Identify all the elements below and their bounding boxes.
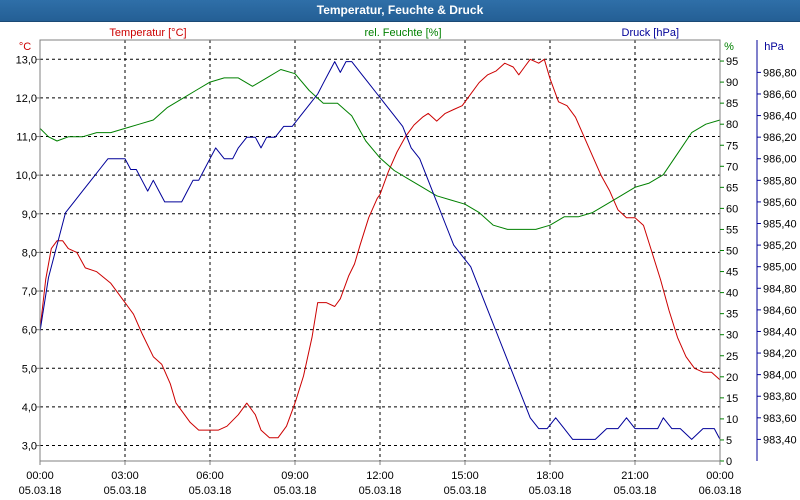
- humidity-tick-label: 30: [726, 330, 738, 342]
- pressure-tick-label: 985,60: [763, 197, 797, 209]
- temperature-tick-label: 3,0: [22, 441, 37, 453]
- humidity-unit: %: [724, 41, 734, 53]
- humidity-tick-label: 40: [726, 288, 738, 300]
- series-layer: [39, 58, 721, 440]
- temperature-tick-label: 10,0: [16, 170, 37, 182]
- pressure-axis: 983,40 983,60 983,80 984,00 984,20 984,40 984,…: [756, 40, 797, 461]
- date-tick-label: 05.03.18: [274, 485, 317, 497]
- humidity-series-line: [39, 69, 721, 230]
- temperature-legend: Temperatur [°C]: [109, 27, 186, 39]
- humidity-tick-label: 70: [726, 161, 738, 173]
- date-tick-label: 05.03.18: [529, 485, 572, 497]
- humidity-tick-label: 25: [726, 351, 738, 363]
- pressure-tick-label: 985,40: [763, 219, 797, 231]
- time-tick-label: 12:00: [366, 470, 394, 482]
- date-tick-label: 05.03.18: [104, 485, 147, 497]
- pressure-tick-label: 986,60: [763, 89, 797, 101]
- date-tick-label: 05.03.18: [359, 485, 402, 497]
- pressure-tick-label: 985,20: [763, 240, 797, 252]
- pressure-tick-label: 984,00: [763, 370, 797, 382]
- temperature-axis: 3,0 4,0 5,0 6,0 7,0 8,0 9,0 10,0 11,0 12,0 13,0: [16, 54, 40, 453]
- temperature-tick-label: 5,0: [22, 363, 37, 375]
- time-tick-label: 03:00: [111, 470, 139, 482]
- window-title: Temperatur, Feuchte & Druck: [316, 3, 484, 17]
- axis-titles: °C Temperatur [°C] rel. Feuchte [%]% Druck …: [19, 27, 785, 53]
- humidity-tick-label: 65: [726, 182, 738, 194]
- humidity-tick-label: 10: [726, 414, 738, 426]
- temperature-tick-label: 8,0: [22, 247, 37, 259]
- pressure-tick-label: 984,40: [763, 326, 797, 338]
- time-tick-label: 15:00: [451, 470, 479, 482]
- pressure-tick-label: 984,60: [763, 305, 797, 317]
- humidity-tick-label: 85: [726, 98, 738, 110]
- time-tick-label: 00:00: [706, 470, 734, 482]
- humidity-axis: 0 5 10 15 20 25 30 35 40 45 50 55 60 65 70 75 80 85 90 95: [720, 56, 738, 468]
- temperature-tick-label: 12,0: [16, 93, 37, 105]
- chart-area: 3,04,05,06,07,08,09,010,011,012,013,0 05…: [16, 27, 797, 497]
- humidity-tick-label: 20: [726, 372, 738, 384]
- temperature-tick-label: 7,0: [22, 286, 37, 298]
- pressure-tick-label: 986,80: [763, 67, 797, 79]
- date-tick-label: 05.03.18: [444, 485, 487, 497]
- humidity-tick-label: 90: [726, 77, 738, 89]
- humidity-tick-label: 55: [726, 224, 738, 236]
- time-tick-label: 21:00: [621, 470, 649, 482]
- humidity-tick-label: 5: [726, 435, 732, 447]
- temperature-tick-label: 9,0: [22, 209, 37, 221]
- pressure-legend: Druck [hPa]: [622, 27, 679, 39]
- pressure-tick-label: 983,60: [763, 413, 797, 425]
- time-tick-label: 06:00: [196, 470, 224, 482]
- humidity-tick-label: 50: [726, 246, 738, 258]
- humidity-tick-label: 80: [726, 119, 738, 131]
- humidity-tick-label: 0: [726, 456, 732, 468]
- date-tick-label: 06.03.18: [699, 485, 742, 497]
- time-tick-label: 09:00: [281, 470, 309, 482]
- temperature-unit: °C: [19, 41, 31, 53]
- pressure-tick-label: 986,20: [763, 132, 797, 144]
- pressure-series-line: [39, 61, 721, 440]
- pressure-unit: hPa: [764, 41, 784, 53]
- pressure-tick-label: 985,80: [763, 175, 797, 187]
- pressure-tick-label: 984,20: [763, 348, 797, 360]
- humidity-legend: rel. Feuchte [%]: [364, 27, 441, 39]
- date-tick-label: 05.03.18: [19, 485, 62, 497]
- temperature-tick-label: 11,0: [16, 132, 37, 144]
- date-tick-label: 05.03.18: [614, 485, 657, 497]
- pressure-tick-label: 984,80: [763, 283, 797, 295]
- temperature-series-line: [39, 58, 721, 439]
- humidity-tick-label: 95: [726, 56, 738, 68]
- temperature-tick-label: 6,0: [22, 325, 37, 337]
- temperature-tick-label: 13,0: [16, 54, 37, 66]
- date-tick-label: 05.03.18: [189, 485, 232, 497]
- humidity-tick-label: 60: [726, 203, 738, 215]
- temperature-tick-label: 4,0: [22, 402, 37, 414]
- pressure-tick-label: 985,00: [763, 262, 797, 274]
- time-tick-label: 00:00: [26, 470, 54, 482]
- humidity-tick-label: 15: [726, 393, 738, 405]
- humidity-tick-label: 45: [726, 267, 738, 279]
- time-axis: 00:00 05.03.18 03:00 05.03.18 06:00 05.03.18 0…: [19, 461, 742, 497]
- title-bar: Temperatur, Feuchte & Druck: [0, 0, 800, 22]
- humidity-tick-label: 35: [726, 309, 738, 321]
- pressure-tick-label: 986,00: [763, 154, 797, 166]
- pressure-tick-label: 986,40: [763, 111, 797, 123]
- time-tick-label: 18:00: [536, 470, 564, 482]
- pressure-tick-label: 983,40: [763, 434, 797, 446]
- pressure-tick-label: 983,80: [763, 391, 797, 403]
- humidity-tick-label: 75: [726, 140, 738, 152]
